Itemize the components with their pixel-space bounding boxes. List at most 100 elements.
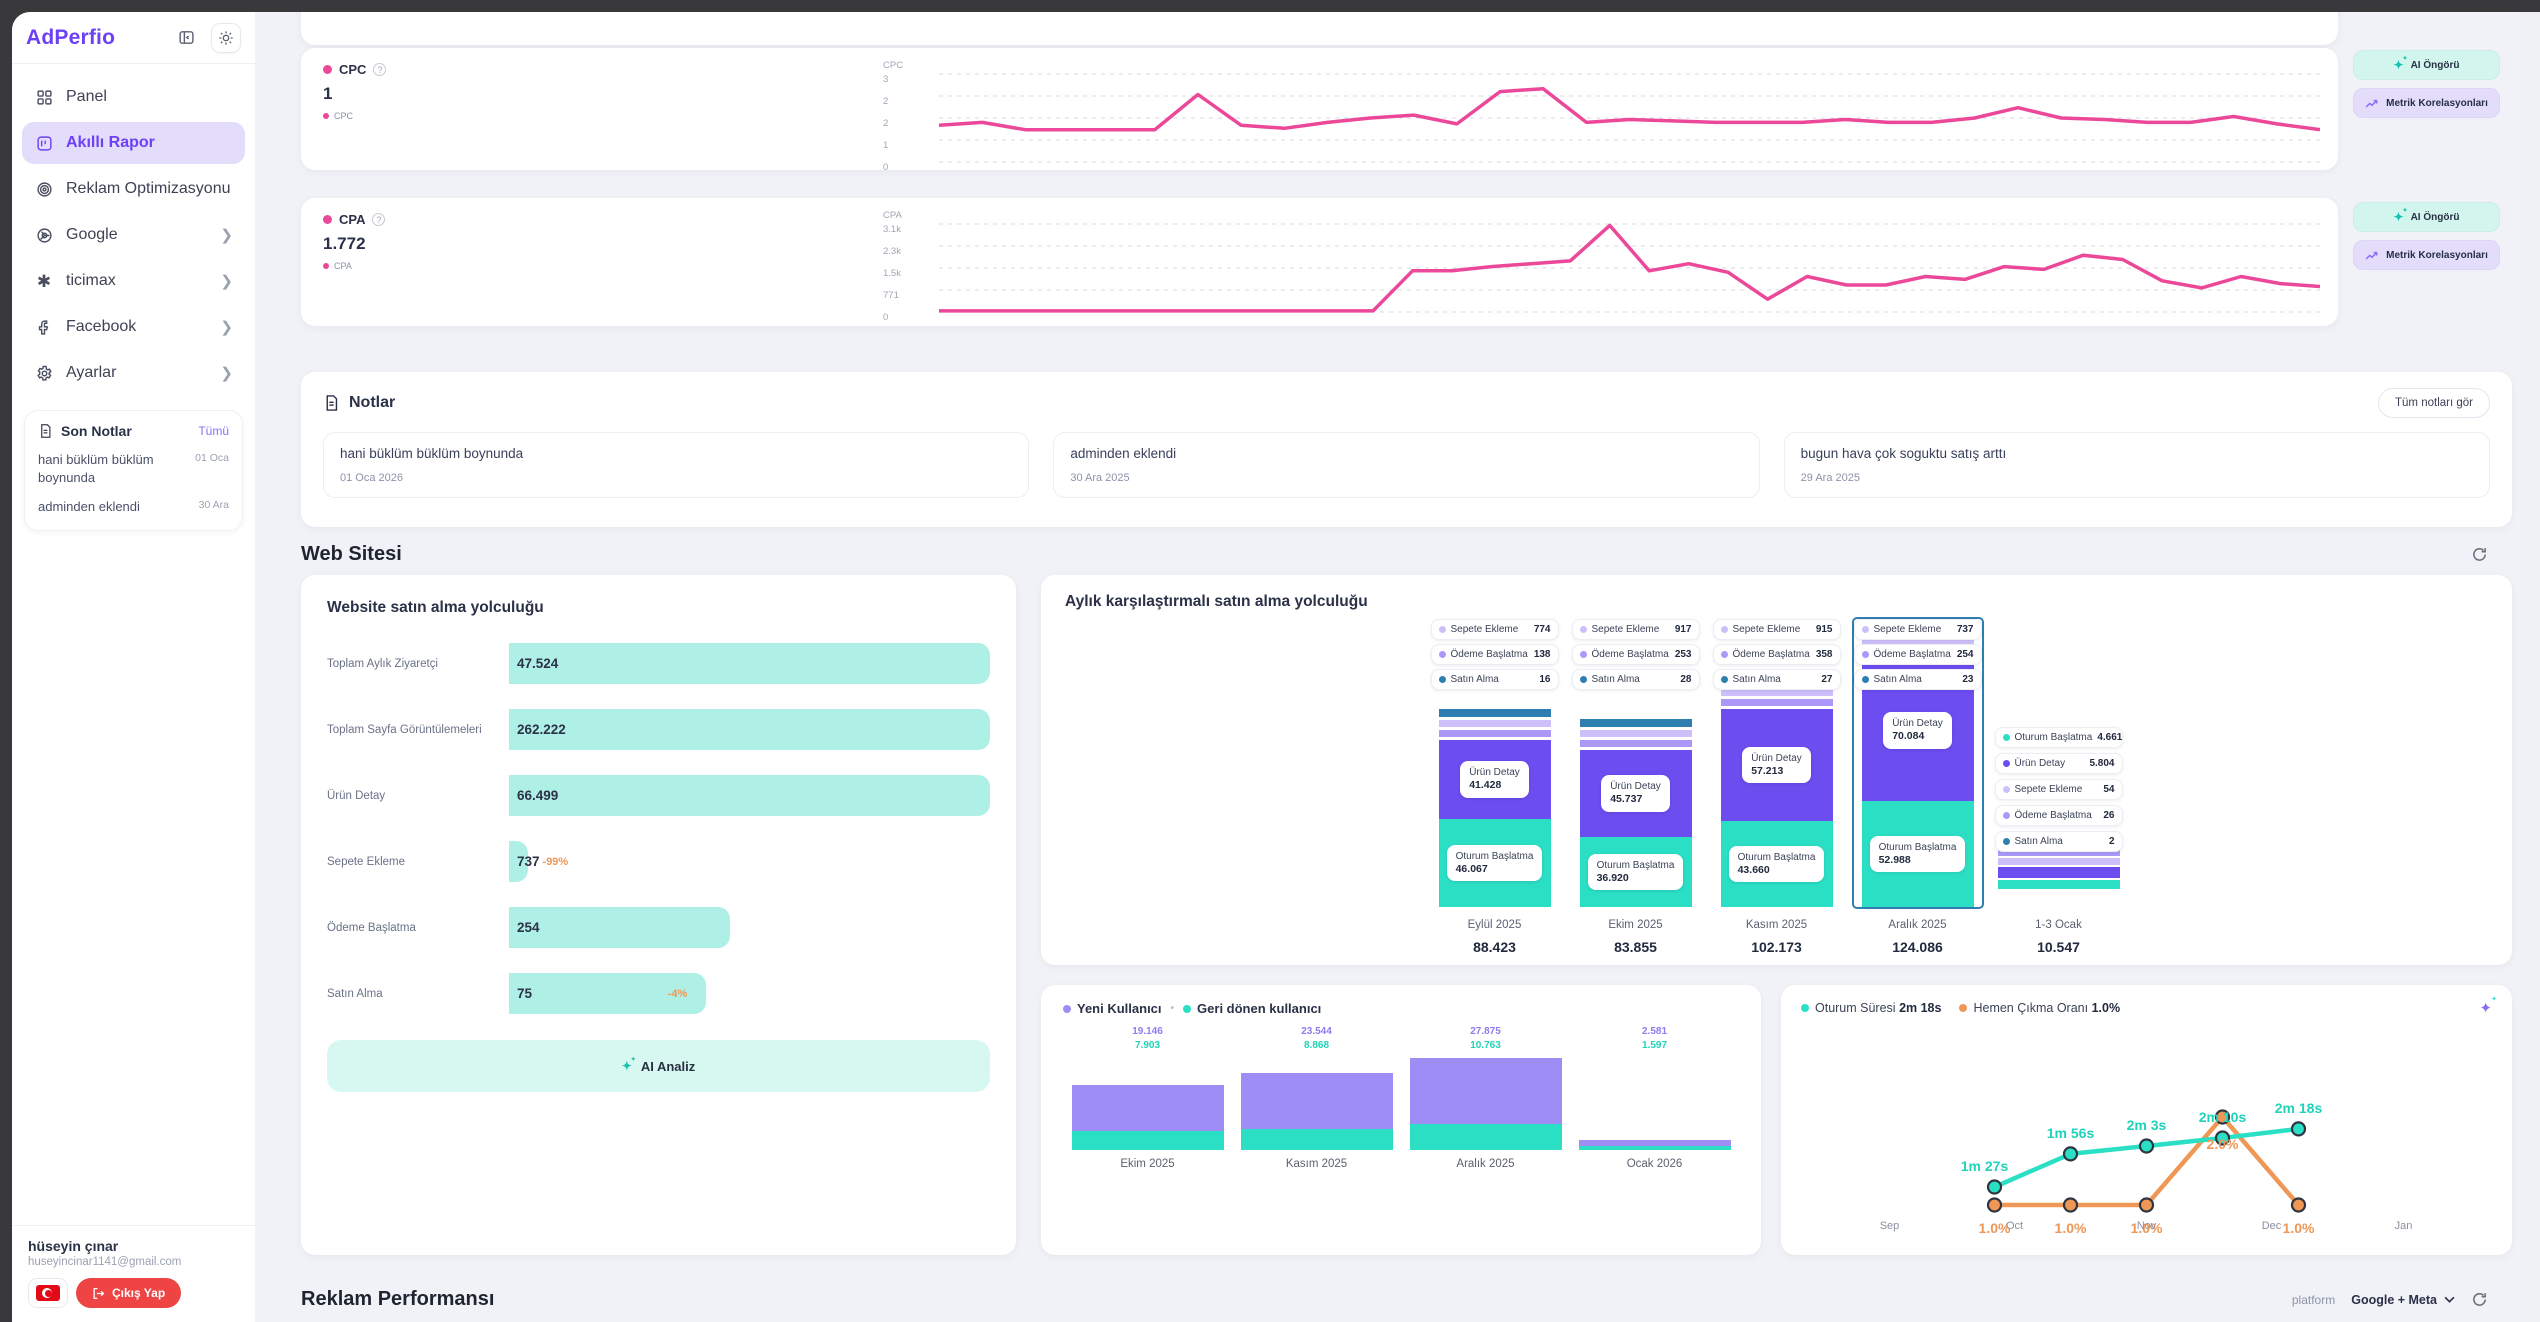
- sidebar-item-label: Reklam Optimizasyonu: [66, 180, 231, 197]
- notes-card: Notlar Tüm notları gör hani büklüm büklü…: [301, 372, 2512, 527]
- sidebar: AdPerfio Panel Akıllı Rapor Reklam Optimiz…: [12, 12, 255, 1322]
- refresh-icon[interactable]: [2471, 546, 2488, 563]
- funnel-row: Toplam Sayfa Görüntülemeleri 262.222: [327, 709, 990, 750]
- user-name: hüseyin çınar: [28, 1238, 119, 1254]
- month-column-ekim-2025[interactable]: Sepete Ekleme 917 Ödeme Başlatma 253 Satın A…: [1571, 619, 1700, 955]
- recent-note-item[interactable]: adminden eklendi 30 Ara: [38, 499, 229, 515]
- session-line-chart[interactable]: 1m 27s 1m 56s 2m 3s 2m 10s 2m 18s 1.0% 1.0% 1.0…: [1801, 1017, 2492, 1235]
- funnel-step-label: Ürün Detay: [327, 789, 386, 802]
- session-duration-dot: [1801, 1004, 1809, 1012]
- refresh-icon[interactable]: [2471, 1291, 2488, 1308]
- period-column-1-3-ocak[interactable]: Oturum Başlatma 4.661 Ürün Detay 5.804 Sepet…: [1994, 619, 2123, 955]
- logout-icon: [93, 1287, 105, 1299]
- users-bar-chart[interactable]: 19.146 7.903 Ekim 2025 23.544 8.868 Kasım 202…: [1063, 1026, 1739, 1170]
- sidebar-header: AdPerfio: [12, 12, 255, 64]
- monthly-columns: Sepete Ekleme 774 Ödeme Başlatma 138 Satın A…: [1065, 617, 2488, 955]
- ai-sparkle-icon[interactable]: ✦: [2479, 995, 2496, 1017]
- returning-users-value: 1.597: [1641, 1040, 1668, 1051]
- recent-notes-all-link[interactable]: Tümü: [198, 424, 229, 438]
- sidebar-item-label: Panel: [66, 88, 107, 105]
- cpa-actions: ✦AI Öngörü Metrik Korelasyonları: [2353, 202, 2500, 270]
- cpc-value: 1: [323, 84, 333, 103]
- sidebar-item-label: Google: [66, 226, 118, 243]
- cpc-actions: ✦AI Öngörü Metrik Korelasyonları: [2353, 50, 2500, 118]
- sidebar-item-google[interactable]: Google ❯: [22, 214, 245, 256]
- logout-button[interactable]: Çıkış Yap: [76, 1278, 182, 1308]
- funnel-step-value: 66.499: [517, 788, 559, 803]
- recent-note-item[interactable]: hani büklüm büklüm boynunda 01 Oca: [38, 452, 229, 485]
- returning-users-value: 8.868: [1303, 1040, 1330, 1051]
- badge-sepete: Sepete Ekleme 774: [1430, 619, 1559, 640]
- help-icon[interactable]: ?: [372, 213, 386, 226]
- language-flag-button[interactable]: [28, 1278, 68, 1308]
- month-column-kasım-2025[interactable]: Sepete Ekleme 915 Ödeme Başlatma 358 Satın A…: [1712, 619, 1841, 955]
- sidebar-item-label: ticimax: [66, 272, 116, 289]
- legend-chip: Ürün Detay 5.804: [1994, 753, 2123, 774]
- month-label: Kasım 2025: [1745, 919, 1808, 931]
- funnel-rows: Toplam Aylık Ziyaretçi 47.524 Toplam Sayfa…: [327, 643, 990, 1014]
- new-users-value: 19.146: [1132, 1026, 1163, 1037]
- users-bar-group-ocak-2026[interactable]: 2.581 1.597 Ocak 2026: [1570, 1026, 1739, 1170]
- funnel-bar[interactable]: 737 -99%: [509, 841, 990, 882]
- chevron-right-icon: ❯: [220, 365, 233, 382]
- funnel-row: Ürün Detay 66.499: [327, 775, 990, 816]
- funnel-bar[interactable]: 66.499: [509, 775, 990, 816]
- funnel-bar[interactable]: 254: [509, 907, 990, 948]
- see-all-notes-button[interactable]: Tüm notları gör: [2378, 388, 2490, 418]
- users-bar-group-kasım-2025[interactable]: 23.544 8.868 Kasım 2025: [1232, 1026, 1401, 1170]
- sidebar-item-ticimax[interactable]: ✱ ticimax ❯: [22, 260, 245, 302]
- period-total: 10.547: [2037, 939, 2080, 955]
- note-item[interactable]: hani büklüm büklüm boynunda 01 Oca 2026: [323, 432, 1030, 498]
- sidebar-item-akıllı-rapor[interactable]: Akıllı Rapor: [22, 122, 245, 164]
- cpc-y-axis: CPC 3 2 2 1 0: [883, 60, 904, 173]
- users-bar-group-ekim-2025[interactable]: 19.146 7.903 Ekim 2025: [1063, 1026, 1232, 1170]
- recent-notes-title: Son Notlar: [61, 423, 132, 439]
- legend-chip: Satın Alma 2: [1994, 831, 2123, 852]
- chevron-right-icon: ❯: [220, 227, 233, 244]
- note-item[interactable]: adminden eklendi 30 Ara 2025: [1053, 432, 1760, 498]
- platform-select[interactable]: Google + Meta: [2351, 1293, 2455, 1307]
- page-scrollbar[interactable]: [2520, 12, 2540, 1322]
- funnel-bar[interactable]: 47.524: [509, 643, 990, 684]
- stacked-bar[interactable]: Ürün Detay 45.737 Oturum Başlatma 36.920: [1579, 719, 1692, 907]
- metric-correlations-button[interactable]: Metrik Korelasyonları: [2353, 240, 2500, 270]
- month-column-eylül-2025[interactable]: Sepete Ekleme 774 Ödeme Başlatma 138 Satın A…: [1430, 619, 1559, 955]
- user-panel: hüseyin çınar huseyincinar1141@gmail.com…: [12, 1225, 255, 1322]
- note-item[interactable]: bugun hava çok soguktu satış arttı 29 Ar…: [1783, 432, 2490, 498]
- sidebar-item-ayarlar[interactable]: Ayarlar ❯: [22, 352, 245, 394]
- stacked-bar[interactable]: Ürün Detay 57.213 Oturum Başlatma 43.660: [1720, 678, 1833, 907]
- ai-analyze-button[interactable]: ✦AI Analiz: [327, 1040, 990, 1092]
- sidebar-item-panel[interactable]: Panel: [22, 76, 245, 118]
- svg-text:Dec: Dec: [2262, 1220, 2282, 1232]
- badge-satin: Satın Alma 16: [1430, 669, 1559, 690]
- sidebar-item-facebook[interactable]: Facebook ❯: [22, 306, 245, 348]
- month-column-aralık-2025[interactable]: Sepete Ekleme 737 Ödeme Başlatma 254 Satın A…: [1851, 617, 1984, 955]
- funnel-bar[interactable]: 262.222: [509, 709, 990, 750]
- svg-text:2.0%: 2.0%: [2207, 1136, 2239, 1152]
- help-icon[interactable]: ?: [373, 63, 387, 76]
- badge-satin: Satın Alma 27: [1712, 669, 1841, 690]
- sidebar-item-reklam-optimizasyonu[interactable]: Reklam Optimizasyonu: [22, 168, 245, 210]
- platform-label: platform: [2291, 1292, 2336, 1307]
- badge-satin: Satın Alma 23: [1853, 669, 1982, 690]
- session-legend: Oturum Süresi 2m 18s Hemen Çıkma Oranı 1.…: [1801, 995, 2496, 1017]
- funnel-bar[interactable]: 75 -4%: [509, 973, 990, 1014]
- users-bar-group-aralık-2025[interactable]: 27.875 10.763 Aralık 2025: [1401, 1026, 1570, 1170]
- metric-correlations-button[interactable]: Metrik Korelasyonları: [2353, 88, 2500, 118]
- returning-users-value: 7.903: [1134, 1040, 1161, 1051]
- sidebar-item-label: Facebook: [66, 318, 137, 335]
- sidebar-item-label: Akıllı Rapor: [66, 134, 155, 151]
- badge-satin: Satın Alma 28: [1571, 669, 1700, 690]
- svg-text:1.0%: 1.0%: [1979, 1220, 2011, 1235]
- funnel-row: Toplam Aylık Ziyaretçi 47.524: [327, 643, 990, 684]
- stacked-bar[interactable]: Ürün Detay 41.428 Oturum Başlatma 46.067: [1438, 709, 1551, 907]
- ai-insight-button[interactable]: ✦AI Öngörü: [2353, 50, 2500, 80]
- sparkle-icon: ✦: [2394, 56, 2408, 71]
- cpa-line-chart[interactable]: [939, 208, 2320, 318]
- theme-toggle-sun-icon[interactable]: [211, 22, 241, 53]
- ai-insight-button[interactable]: ✦AI Öngörü: [2353, 202, 2500, 232]
- cpc-line-chart[interactable]: [939, 58, 2320, 168]
- collapse-sidebar-icon[interactable]: [171, 22, 201, 53]
- svg-text:2m 10s: 2m 10s: [2199, 1109, 2247, 1125]
- sidebar-menu: Panel Akıllı Rapor Reklam Optimizasyonu Goo…: [12, 64, 255, 394]
